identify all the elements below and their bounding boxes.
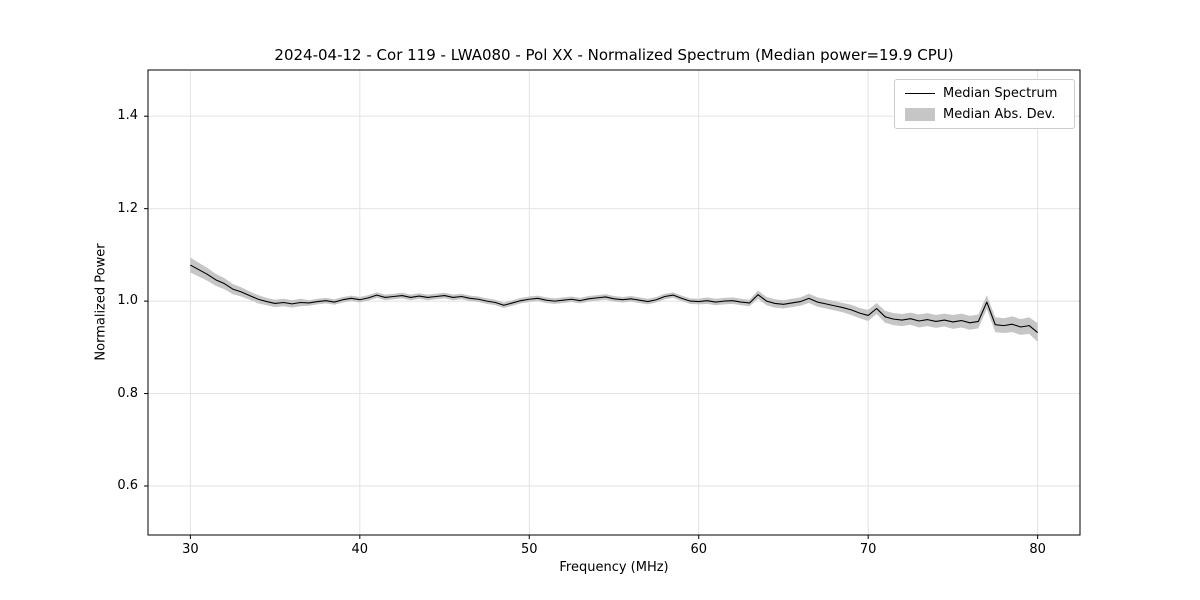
x-tick-label: 80	[1029, 542, 1046, 557]
axes-frame	[147, 69, 1081, 536]
x-tick-label: 30	[182, 542, 199, 557]
mad-band	[190, 257, 1038, 342]
chart-title: 2024-04-12 - Cor 119 - LWA080 - Pol XX -…	[274, 46, 954, 64]
y-tick-label: 1.4	[117, 108, 138, 124]
band-swatch-icon	[905, 108, 935, 121]
y-tick-label: 0.6	[117, 478, 138, 493]
median-spectrum-line	[190, 264, 1038, 333]
legend-entry-median-spectrum: Median Spectrum	[905, 86, 1064, 101]
x-tick-label: 60	[690, 542, 707, 557]
y-tick-label: 0.8	[117, 385, 138, 401]
x-tick-label: 70	[859, 542, 877, 557]
legend: Median Spectrum Median Abs. Dev.	[894, 79, 1075, 129]
line-swatch-icon	[905, 93, 935, 94]
y-tick-label: 1.2	[117, 200, 138, 216]
x-tick-label: 40	[351, 542, 369, 557]
legend-label: Median Spectrum	[943, 86, 1058, 101]
x-axis-label: Frequency (MHz)	[559, 560, 669, 575]
x-tick-label: 50	[520, 542, 538, 557]
y-tick-label: 1.0	[117, 293, 138, 309]
legend-label: Median Abs. Dev.	[943, 107, 1056, 122]
legend-entry-median-abs-dev: Median Abs. Dev.	[905, 107, 1064, 122]
